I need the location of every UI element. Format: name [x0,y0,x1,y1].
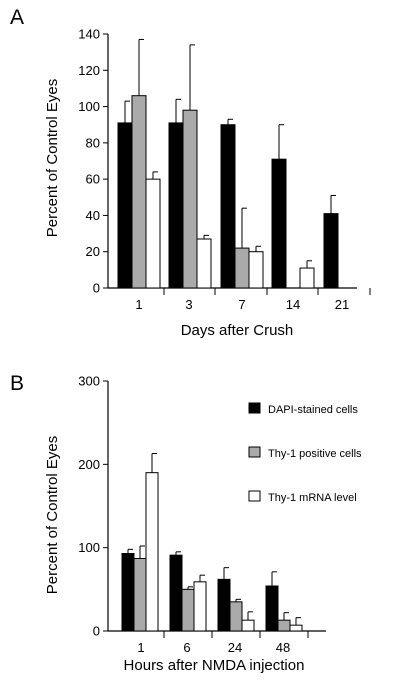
panel-a-x-tick-label: 21 [335,297,349,312]
panel-b-y-axis-title: Percent of Control Eyes [44,436,61,594]
panel-b-bar-thy1-positive [133,558,147,632]
panel-a-bar-thy1-mrna [248,251,264,289]
panel-a-y-tick-label: 20 [86,244,100,259]
panel-b-x-axis-title: Hours after NMDA injection [124,657,305,674]
panel-b-y-tick-label: 300 [78,374,100,389]
panel-a-bar-dapi [271,158,287,289]
panel-b-bar-thy1-positive [277,619,291,632]
panel-b-x-tick-label: 6 [183,640,190,655]
panel-b-bar-thy1-positive [181,588,195,632]
panel-b-bar-thy1-positive [229,601,243,632]
panel-b-bar-dapi [169,554,183,632]
panel-b: B Percent of Control Eyes Hours after NM… [10,372,362,674]
panel-a-marks: 0 20 40 60 80 100 120 140 1 3 7 14 21 [78,27,371,312]
panel-a-bar-thy1-positive [182,109,198,289]
panel-b-bar-thy1-mrna [289,624,303,632]
panel-a-y-tick-label: 140 [78,27,100,42]
panel-b-y-tick-label: 100 [78,540,100,555]
legend-label-dapi: DAPI-stained cells [268,404,358,416]
panel-a-bar-thy1-mrna [196,238,212,289]
panel-a: A Percent of Control Eyes Days after Cru… [10,6,371,339]
panel-a-label: A [10,6,24,29]
panel-a-bar-thy1-mrna [299,267,315,289]
panel-a-bar-dapi [220,124,236,289]
panel-a-bar-dapi [323,213,339,289]
panel-a-y-tick-label: 100 [78,99,100,114]
panel-a-x-tick-label: 3 [185,297,192,312]
panel-a-y-tick-label: 0 [93,281,100,296]
legend-swatch-dapi [248,402,261,414]
panel-a-x-tick-label: 14 [286,297,300,312]
panel-a-y-tick-label: 120 [78,63,100,78]
panel-b-y-tick-label: 200 [78,457,100,472]
panel-a-x-tick-label: 7 [238,297,245,312]
panel-a-bar-thy1-positive [131,95,147,289]
panel-a-y-tick-label: 40 [86,208,100,223]
panel-a-bar-thy1-mrna [145,178,161,289]
panel-b-bar-dapi [121,553,135,632]
panel-b-bar-thy1-mrna [193,581,207,632]
panel-b-label: B [10,372,24,395]
panel-a-y-tick-label: 60 [86,172,100,187]
panel-b-bar-thy1-mrna [145,472,159,632]
panel-b-y-tick-label: 0 [93,624,100,639]
panel-b-x-tick-label: 1 [137,640,144,655]
legend-label-thy1-positive: Thy-1 positive cells [268,448,362,460]
panel-b-bar-dapi [265,585,279,632]
panel-a-y-axis-title: Percent of Control Eyes [44,79,61,237]
panel-a-bar-dapi [168,122,184,289]
panel-b-bar-dapi [217,578,231,632]
panel-a-bar-thy1-positive [234,247,250,289]
legend-swatch-thy1-mrna [248,490,261,502]
panel-a-x-tick-label: 1 [135,297,142,312]
panel-b-legend: DAPI-stained cells Thy-1 positive cells … [248,402,362,504]
panel-a-x-axis-title: Days after Crush [181,322,294,339]
panel-b-x-tick-label: 24 [228,640,242,655]
panel-b-x-tick-label: 48 [276,640,290,655]
panel-a-bar-dapi [117,122,133,289]
legend-swatch-thy1-positive [248,446,261,458]
panel-a-y-tick-label: 80 [86,135,100,150]
panel-b-bar-thy1-mrna [241,619,255,632]
legend-label-thy1-mrna: Thy-1 mRNA level [268,492,357,504]
panel-b-marks: 0 100 200 300 1 6 24 48 [78,374,326,655]
